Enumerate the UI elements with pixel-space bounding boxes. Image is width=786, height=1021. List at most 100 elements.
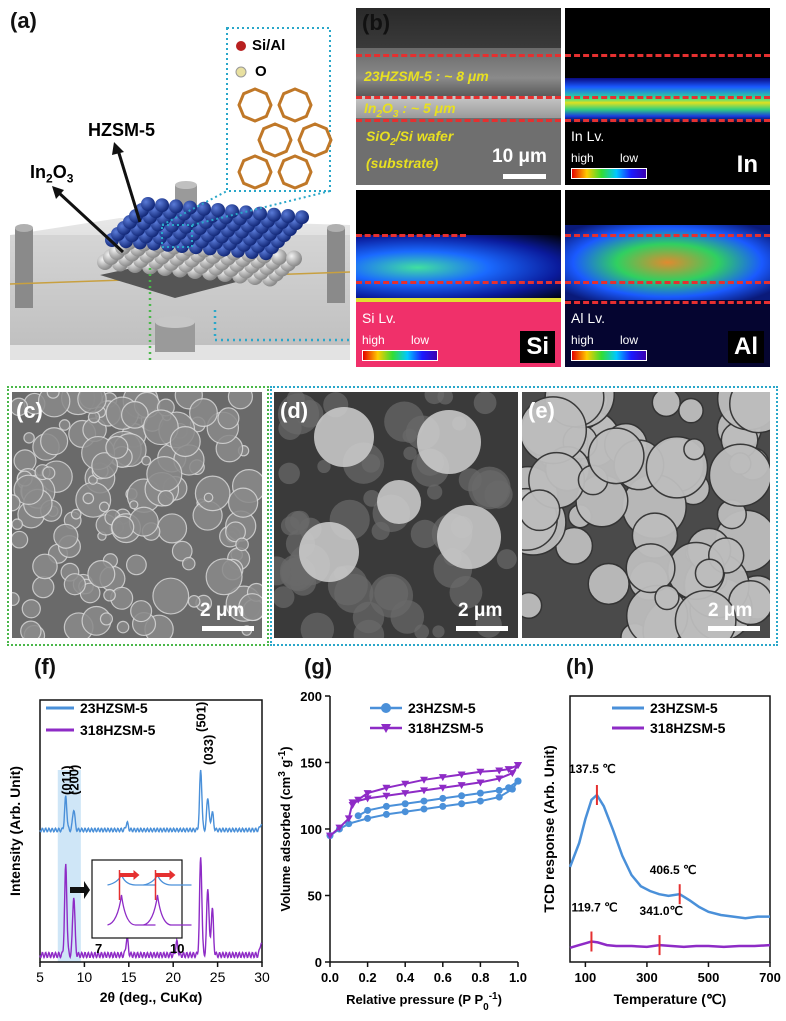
al-low-label: low [620,333,639,347]
sem-particle [91,452,119,479]
panel-label-c: (c) [16,398,43,423]
sem-sphere [694,558,725,589]
in-high-label: high [571,151,594,165]
series-line-318HZSM-5 [39,857,263,960]
legend-marker [381,703,391,713]
panel-label-d: (d) [280,398,309,423]
sem-particle [235,537,249,552]
zeolite-sphere [197,201,211,216]
highlight-band [57,770,81,962]
y-tick-label: 200 [300,689,322,704]
framework-ring [277,154,313,190]
sem-particle [87,475,98,485]
zeolite-sphere [211,203,225,217]
data-point-23HZSM-5 [458,800,466,808]
data-point-23HZSM-5 [401,800,409,808]
legend-label: 318HZSM-5 [80,722,156,738]
sem-particle [300,612,335,638]
sem-agglomerate [437,505,501,569]
sem-particle [205,558,243,596]
legend-label: 23HZSM-5 [80,700,148,716]
sem-d-scale-bar [456,626,508,631]
peak-annotation: (501) [194,702,209,732]
sem-particle [32,575,55,599]
x-axis-label: 2θ (deg., CuKα) [100,989,203,1005]
zeolite-sphere [183,200,197,215]
sem-particle [129,500,139,510]
peak-annotation: (011) [59,765,74,795]
sem-particle [103,588,116,602]
zeolite-sphere [225,204,239,219]
sem-particle [371,521,390,541]
sem-particle [143,409,179,446]
sem-particle [187,594,201,608]
si-element-label: Si [520,331,555,363]
sem-particle [225,521,246,543]
sem-particle [363,489,381,507]
eds-map-si: Si Lv. high low Si [356,190,561,367]
data-point-318HZSM-5 [476,768,485,776]
peak-annotation: 341.0℃ [640,904,684,918]
x-tick-label: 0.4 [396,970,415,985]
data-point-318HZSM-5 [514,762,522,770]
data-point-318HZSM-5 [382,784,391,792]
peak-annotation: 119.7 ℃ [571,901,617,915]
y-tick-label: 150 [300,756,322,771]
y-axis-label: TCD response (Arb. Unit) [541,745,557,912]
chart-tpd: 100 300 500 700 Temperature (℃) TCD response … [541,695,781,1007]
in-low-label: low [620,151,639,165]
sem-particle [82,492,95,505]
sem-b-scale-text: 10 μm [492,146,547,167]
sem-particle [169,426,201,458]
plot-frame [569,695,771,963]
panel-label-g: (g) [304,654,333,679]
sem-agglomerate [314,407,374,467]
data-point-318HZSM-5 [401,790,410,798]
zeolite-sphere [169,199,183,214]
zeolite-sphere [281,209,295,223]
sem-particle [157,513,188,544]
data-point-318HZSM-5 [476,779,485,787]
zeolite-sphere [267,207,281,222]
al-high-label: high [571,333,594,347]
sem-particle [13,449,37,473]
inset-tick-label: 10 [170,941,184,956]
legend-label: 23HZSM-5 [408,700,476,716]
x-tick-label: 20 [165,969,181,985]
sem-particle [13,474,44,506]
sem-particle [217,407,240,430]
sem-particle [227,392,253,410]
sem-particle [46,392,60,399]
sem-particle [152,577,190,615]
data-point-318HZSM-5 [504,766,513,774]
sem-particle [410,519,440,549]
inset-frame [91,859,183,939]
sem-particle [128,506,159,537]
sem-particle [353,619,385,638]
sem-particle [77,392,107,414]
sem-particle [105,435,129,459]
sem-particle [12,397,29,417]
sem-particle [189,398,218,427]
data-point-23HZSM-5 [495,786,503,794]
data-point-318HZSM-5 [495,775,504,783]
blue-frame [270,386,778,646]
x-tick-label: 300 [636,970,658,985]
x-tick-label: 30 [254,969,270,985]
sem-particle [63,573,86,596]
sem-particle [98,501,110,513]
sem-e-scale-bar [708,626,760,631]
panel-label-b: (b) [362,10,391,35]
sem-particle [12,518,23,530]
panel-b: 23HZSM-5 : ~ 8 μm In2O3 : ~ 5 μm SiO2/Si… [356,8,561,185]
data-point-318HZSM-5 [363,795,372,803]
sem-c-scale-bar [202,626,254,631]
sem-particle [125,554,147,576]
x-tick-label: 700 [759,970,781,985]
in2o3-label: In2O3 [30,162,74,186]
data-point-23HZSM-5 [505,784,513,792]
legend-o-label: O [255,63,267,80]
inset-line-23HZSM-5 [143,873,192,886]
sem-particle [42,466,56,480]
sem-particle [475,611,502,638]
